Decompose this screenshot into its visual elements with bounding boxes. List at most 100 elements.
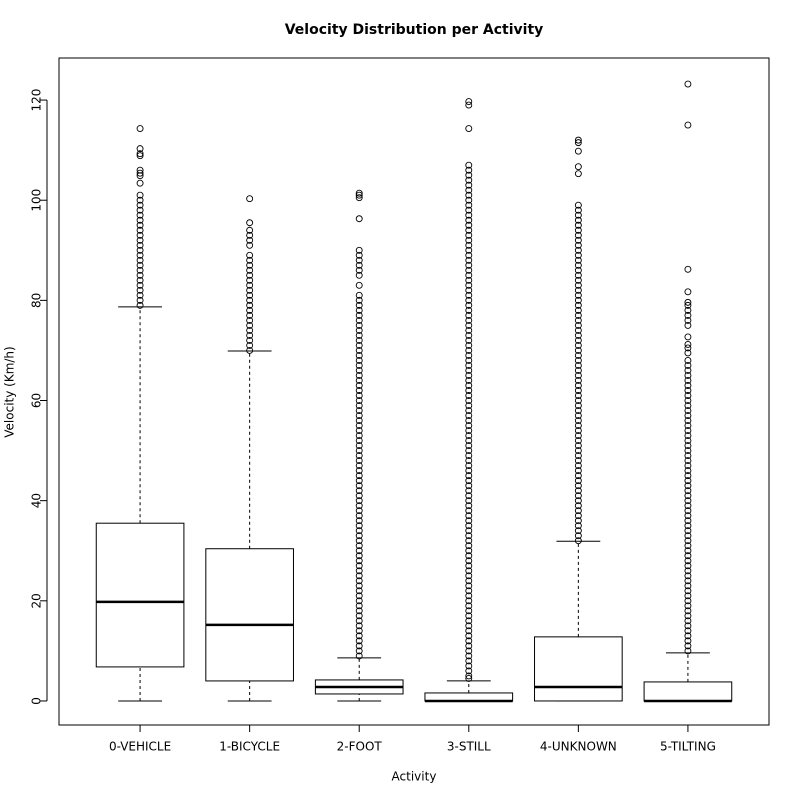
outlier xyxy=(684,647,692,655)
outlier xyxy=(574,136,582,144)
outlier xyxy=(246,331,254,339)
outlier xyxy=(355,452,363,460)
outlier xyxy=(574,206,582,214)
outlier xyxy=(136,172,144,180)
outlier xyxy=(465,467,473,475)
y-axis-label: Velocity (Km/h) xyxy=(3,346,17,437)
outlier xyxy=(246,266,254,274)
outlier xyxy=(136,152,144,160)
outlier xyxy=(465,622,473,630)
outlier xyxy=(684,417,692,424)
outlier xyxy=(465,221,473,229)
outlier xyxy=(355,246,363,254)
outlier xyxy=(465,497,473,505)
outlier xyxy=(246,346,254,354)
outlier xyxy=(465,427,473,435)
outlier xyxy=(246,261,254,269)
outlier xyxy=(355,377,363,384)
outlier xyxy=(465,166,473,174)
outlier xyxy=(465,397,473,404)
outlier xyxy=(465,542,473,550)
outlier xyxy=(574,372,582,379)
outlier xyxy=(574,321,582,329)
outlier xyxy=(684,507,692,515)
outlier xyxy=(355,266,363,274)
outlier xyxy=(684,372,692,379)
outlier xyxy=(684,552,692,560)
outlier xyxy=(574,357,582,364)
outlier xyxy=(574,512,582,520)
outlier xyxy=(465,667,473,675)
outlier xyxy=(355,362,363,369)
x-tick-label: 1-BICYCLE xyxy=(219,740,280,754)
outlier xyxy=(574,497,582,505)
outlier xyxy=(355,597,363,605)
outlier xyxy=(136,256,144,264)
outlier xyxy=(246,336,254,344)
outlier xyxy=(574,246,582,254)
x-tick-label: 4-UNKNOWN xyxy=(540,740,617,754)
outlier xyxy=(465,231,473,239)
outlier xyxy=(574,147,582,155)
outlier xyxy=(355,557,363,565)
outlier xyxy=(465,532,473,540)
outlier xyxy=(355,442,363,450)
outlier xyxy=(355,357,363,364)
outlier xyxy=(355,417,363,424)
outlier xyxy=(465,552,473,560)
outlier xyxy=(574,163,582,171)
outlier xyxy=(355,271,363,279)
outlier xyxy=(246,311,254,319)
outlier xyxy=(574,201,582,209)
outlier xyxy=(465,617,473,625)
outlier xyxy=(684,265,692,273)
outlier xyxy=(136,216,144,224)
outlier xyxy=(136,251,144,259)
outlier xyxy=(684,349,692,357)
outlier xyxy=(684,612,692,620)
outlier xyxy=(574,326,582,334)
outlier xyxy=(465,382,473,389)
outlier xyxy=(684,121,692,129)
outlier xyxy=(136,211,144,219)
outlier xyxy=(465,447,473,455)
outlier xyxy=(574,392,582,399)
outlier xyxy=(465,367,473,374)
outlier xyxy=(465,462,473,470)
outlier xyxy=(355,612,363,620)
outlier xyxy=(465,487,473,495)
outlier xyxy=(355,437,363,445)
outlier xyxy=(465,196,473,204)
outlier xyxy=(136,241,144,249)
outlier xyxy=(355,567,363,575)
outlier xyxy=(574,502,582,510)
outlier xyxy=(465,341,473,349)
outlier xyxy=(355,552,363,560)
outlier xyxy=(574,487,582,495)
outlier xyxy=(684,637,692,645)
outlier xyxy=(355,572,363,580)
outlier xyxy=(574,336,582,344)
outlier xyxy=(465,387,473,394)
outlier xyxy=(574,452,582,460)
outlier xyxy=(465,632,473,640)
outlier xyxy=(684,542,692,550)
outlier xyxy=(465,291,473,299)
outlier xyxy=(574,517,582,525)
outlier xyxy=(684,562,692,570)
outlier xyxy=(684,447,692,455)
outlier xyxy=(574,437,582,445)
outlier xyxy=(355,215,363,223)
outlier xyxy=(465,301,473,309)
outlier xyxy=(574,346,582,354)
outlier xyxy=(465,637,473,645)
outlier xyxy=(574,407,582,414)
outlier xyxy=(684,572,692,580)
outlier xyxy=(246,219,254,227)
outlier xyxy=(355,492,363,500)
outlier xyxy=(574,447,582,455)
x-tick-label: 5-TILTING xyxy=(660,740,716,754)
outlier xyxy=(684,387,692,394)
outlier xyxy=(684,557,692,565)
